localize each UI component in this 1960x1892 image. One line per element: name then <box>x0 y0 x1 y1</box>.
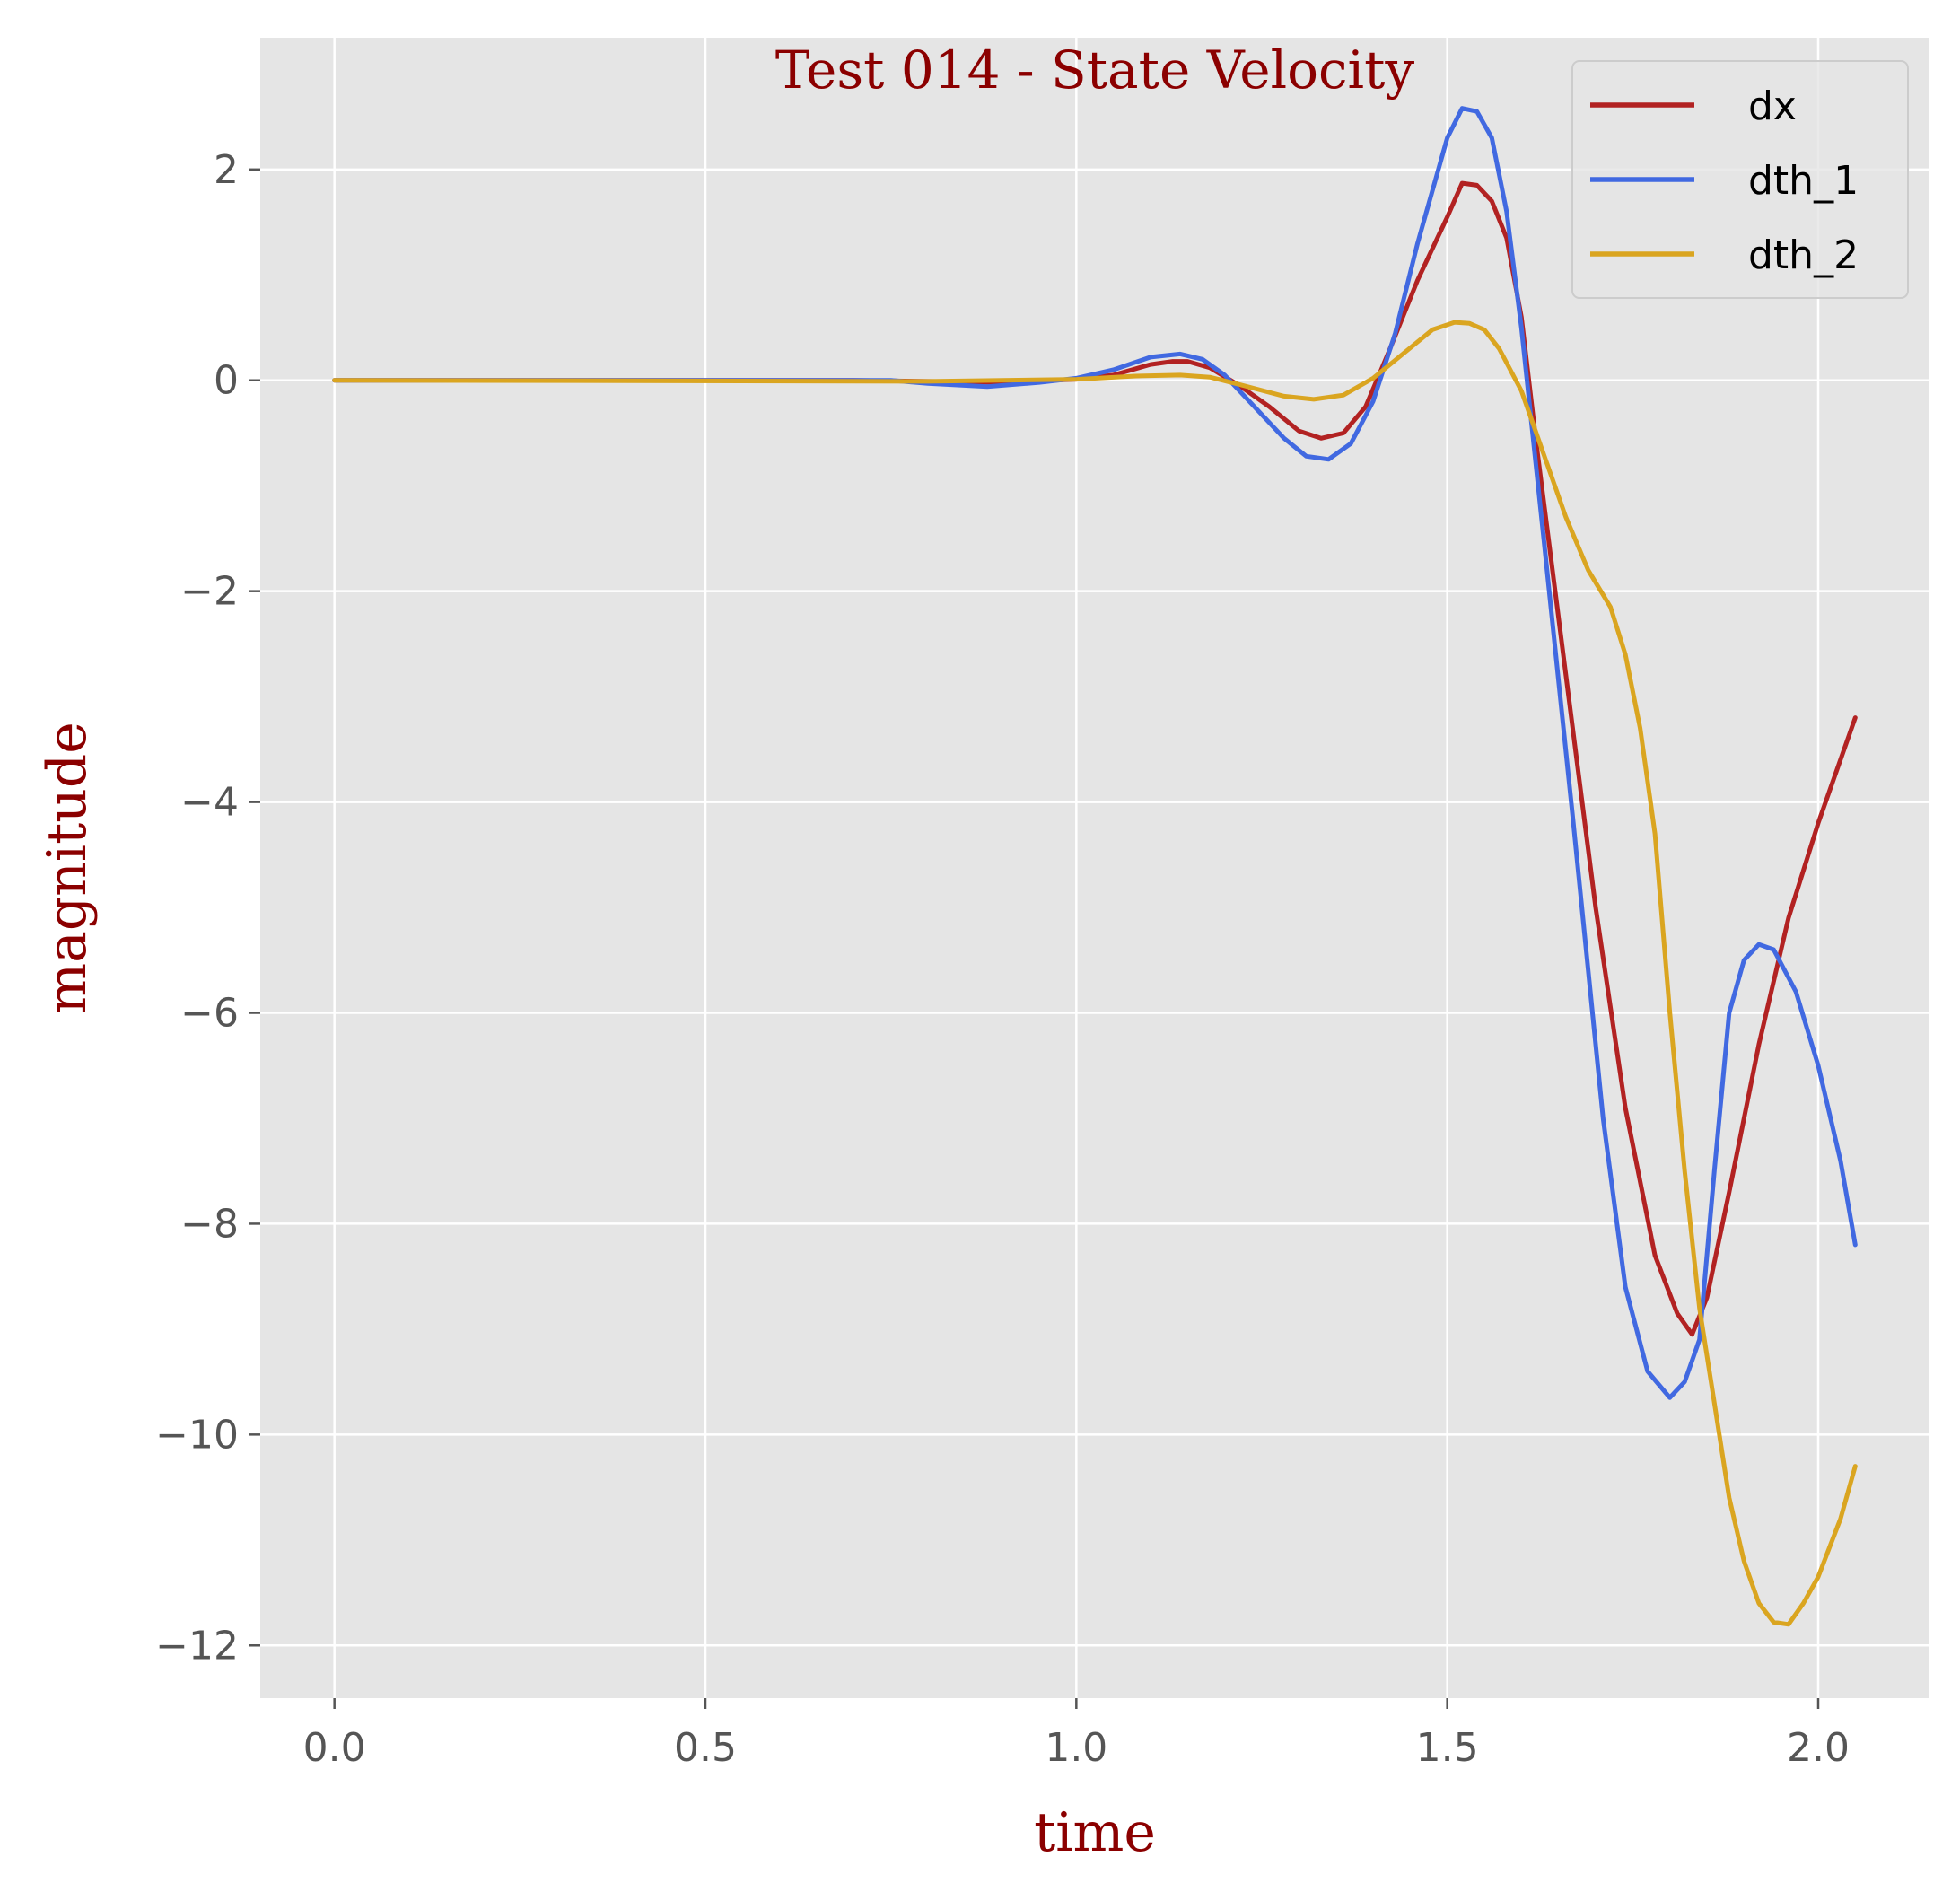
plot-background <box>260 38 1929 1698</box>
y-tick-label: −4 <box>180 780 239 826</box>
series-line-dth-1 <box>332 106 1858 1400</box>
chart-title: Test 014 - State Velocity <box>775 39 1415 101</box>
legend-label-dx: dx <box>1748 83 1797 129</box>
grid-lines <box>260 38 1929 1698</box>
x-tick-label: 2.0 <box>1787 1725 1850 1771</box>
y-tick-label: −8 <box>180 1201 239 1247</box>
y-tick-label: 0 <box>214 358 239 404</box>
series-line-dx <box>332 180 1858 1337</box>
y-tick-label: −2 <box>180 569 239 615</box>
x-axis-title: time <box>1034 1801 1156 1864</box>
x-tick-label: 0.5 <box>674 1725 737 1771</box>
x-tick-label: 1.5 <box>1416 1725 1479 1771</box>
x-tick-label: 0.0 <box>303 1725 366 1771</box>
legend-box <box>1571 60 1909 299</box>
y-tick-label: −6 <box>180 991 239 1037</box>
series-line-dth-2 <box>332 320 1858 1627</box>
y-tick-label: −10 <box>155 1412 239 1458</box>
legend-label-dth-1: dth_1 <box>1748 158 1859 204</box>
legend: dx dth_1 dth_2 <box>1571 60 1909 299</box>
y-tick-label: 2 <box>214 147 239 193</box>
axis-ticks: 0.0 0.5 1.0 1.5 2.0 2 0 −2 −4 −6 −8 −10 −12 <box>155 147 1850 1771</box>
x-tick-label: 1.0 <box>1045 1725 1107 1771</box>
legend-label-dth-2: dth_2 <box>1748 232 1859 278</box>
y-axis-title: magnitude <box>36 722 99 1014</box>
series-lines <box>332 106 1858 1627</box>
y-tick-label: −12 <box>155 1623 239 1669</box>
